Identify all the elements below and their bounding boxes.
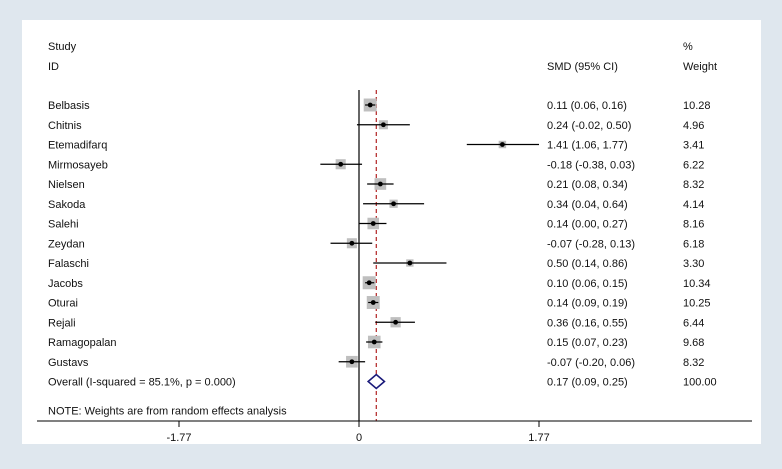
ci-text: -0.07 (-0.20, 0.06) [547,357,635,369]
ci-text: 0.34 (0.04, 0.64) [547,199,628,211]
study-label: Gustavs [48,357,89,369]
overall-weight-text: 100.00 [683,377,717,389]
weight-text: 8.32 [683,179,704,191]
header-weight: Weight [683,61,717,73]
ci-text: 0.21 (0.08, 0.34) [547,179,628,191]
ci-text: 0.24 (-0.02, 0.50) [547,120,631,132]
point-estimate [393,319,399,325]
overall-diamond [366,373,386,390]
study-label: Mirmosayeb [48,159,108,171]
ci-text: -0.07 (-0.28, 0.13) [547,238,635,250]
point-estimate [349,359,355,365]
ci-text: 0.10 (0.06, 0.15) [547,278,628,290]
weight-text: 10.28 [683,100,711,112]
study-label: Zeydan [48,238,85,250]
note-text: NOTE: Weights are from random effects an… [48,406,287,418]
x-tick-label: 1.77 [528,432,549,444]
ci-text: 0.36 (0.16, 0.55) [547,317,628,329]
weight-text: 8.32 [683,357,704,369]
point-estimate [349,240,355,246]
ci-text: 0.11 (0.06, 0.16) [547,100,627,112]
header-effect: SMD (95% CI) [547,61,618,73]
study-label: Oturai [48,298,78,310]
study-label: Sakoda [48,199,86,211]
overall-label: Overall (I-squared = 85.1%, p = 0.000) [48,377,236,389]
point-estimate [338,161,344,167]
point-estimate [377,181,383,187]
header-percent: % [683,41,693,53]
weight-text: 6.22 [683,159,704,171]
ci-text: 1.41 (1.06, 1.77) [547,140,628,152]
overall-ci-text: 0.17 (0.09, 0.25) [547,377,628,389]
point-estimate [370,300,376,305]
weight-text: 10.25 [683,298,711,310]
weight-text: 4.14 [683,199,704,211]
weight-text: 9.68 [683,337,704,349]
point-estimate [371,339,377,345]
ci-text: 0.50 (0.14, 0.86) [547,258,628,270]
study-label: Jacobs [48,278,83,290]
weight-text: 10.34 [683,278,711,290]
study-label: Salehi [48,219,79,231]
study-label: Chitnis [48,120,82,132]
point-estimate [367,102,373,108]
ci-text: 0.15 (0.07, 0.23) [547,337,628,349]
study-label: Rejali [48,317,76,329]
point-estimate [407,260,413,266]
ci-text: 0.14 (0.00, 0.27) [547,219,628,231]
weight-text: 6.18 [683,238,704,250]
weight-text: 6.44 [683,317,704,329]
weight-text: 4.96 [683,120,704,132]
plot-panel [22,20,761,444]
study-label: Etemadifarq [48,140,107,152]
study-label: Ramagopalan [48,337,117,349]
point-estimate [391,201,396,207]
point-estimate [499,142,505,147]
study-label: Falaschi [48,258,89,270]
point-estimate [381,122,386,128]
x-tick-label: -1.77 [166,432,191,444]
header-id: ID [48,61,59,73]
study-label: Nielsen [48,179,85,191]
x-tick-label: 0 [356,432,362,444]
point-estimate [366,280,372,286]
weight-text: 3.30 [683,258,704,270]
weight-text: 8.16 [683,219,704,231]
point-estimate [370,221,376,226]
ci-text: -0.18 (-0.38, 0.03) [547,159,635,171]
ci-text: 0.14 (0.09, 0.19) [547,298,628,310]
header-study: Study [48,41,77,53]
study-label: Belbasis [48,100,90,112]
weight-text: 3.41 [683,140,704,152]
